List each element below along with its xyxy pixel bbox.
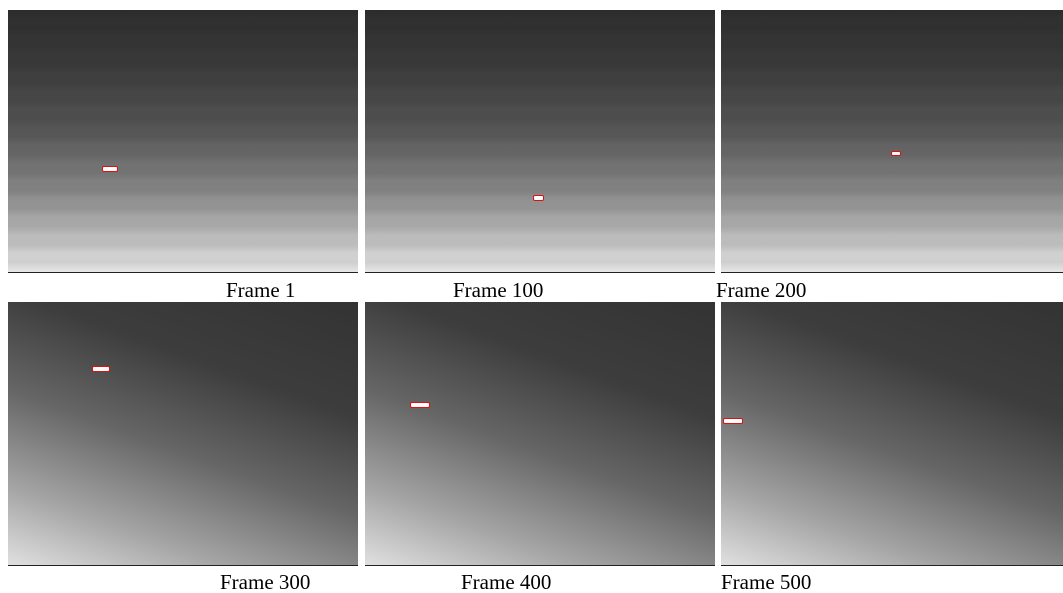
- target-marker: [102, 166, 118, 172]
- frame-caption: Frame 100: [453, 278, 544, 302]
- target-marker: [533, 195, 544, 201]
- frame-image: [365, 10, 715, 273]
- target-marker: [723, 418, 743, 424]
- frame-image: [8, 302, 358, 566]
- frame-image: [721, 302, 1063, 566]
- frame-caption: Frame 1: [226, 278, 296, 302]
- frame-caption: Frame 400: [461, 570, 552, 593]
- target-marker: [410, 402, 430, 408]
- frame-image: [721, 10, 1063, 273]
- frame-caption: Frame 200: [716, 278, 807, 302]
- frame-caption: Frame 300: [220, 570, 311, 593]
- frame-image: [365, 302, 715, 566]
- frame-image: [8, 10, 358, 273]
- target-marker: [891, 151, 901, 156]
- target-marker: [92, 366, 110, 372]
- frame-caption: Frame 500: [721, 570, 812, 593]
